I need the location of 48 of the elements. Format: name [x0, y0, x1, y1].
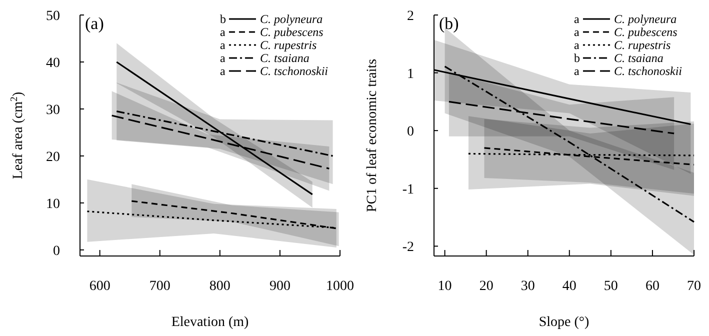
annotation: a: [574, 64, 580, 78]
y-tick-label: 0: [407, 124, 414, 140]
y-axis-title: PC1 of leaf economic traits: [365, 58, 380, 212]
legend-label: C. pubescens: [614, 25, 678, 39]
annotation: a: [220, 38, 226, 52]
y-tick-label: -2: [402, 240, 414, 256]
legend-label: C. polyneura: [260, 12, 323, 26]
x-tick-label: 600: [89, 279, 110, 294]
x-axis-title: Slope (°): [538, 315, 590, 330]
annotation: a: [574, 25, 580, 39]
y-tick-label: 10: [46, 196, 60, 212]
legend-label: C. tsaiana: [614, 51, 664, 65]
x-axis-title: Elevation (m): [171, 315, 250, 330]
x-tick-label: 700: [149, 279, 170, 294]
legend-label: C. tschonoskii: [260, 64, 328, 78]
x-tick-label: 800: [209, 279, 230, 294]
legend-label: C. tschonoskii: [614, 64, 682, 78]
annotation: a: [220, 64, 226, 78]
annotation: a: [220, 25, 226, 39]
chart-title: (b): [439, 14, 459, 33]
x-tick-label: 50: [604, 279, 618, 294]
y-tick-label: -1: [402, 182, 414, 198]
y-tick-label: 50: [46, 9, 60, 24]
y-tick-label: 40: [46, 56, 60, 71]
x-tick-label: 30: [520, 279, 535, 294]
legend-label: C. rupestris: [614, 38, 672, 52]
legend-label: C. polyneura: [614, 12, 677, 26]
x-tick-label: 60: [645, 279, 660, 294]
annotation: b: [220, 12, 226, 26]
x-tick-label: 1000: [326, 279, 354, 294]
annotation: a: [220, 51, 226, 65]
y-tick-label: 2: [407, 9, 414, 24]
x-tick-label: 900: [269, 279, 290, 294]
annotation: a: [574, 38, 580, 52]
legend-label: C. pubescens: [260, 25, 324, 39]
x-tick-label: 20: [479, 279, 494, 294]
x-tick-label: 10: [438, 279, 452, 294]
x-tick-label: 70: [687, 279, 701, 294]
annotation: b: [574, 51, 580, 65]
x-tick-label: 40: [562, 279, 576, 294]
y-tick-label: 20: [46, 150, 60, 165]
y-tick-label: 0: [53, 244, 60, 259]
chart-title: (a): [85, 14, 104, 33]
y-tick-label: 1: [407, 66, 414, 82]
legend-label: C. rupestris: [260, 38, 318, 52]
annotation: a: [574, 12, 580, 26]
y-tick-label: 30: [46, 102, 60, 118]
legend-label: C. tsaiana: [260, 51, 310, 65]
